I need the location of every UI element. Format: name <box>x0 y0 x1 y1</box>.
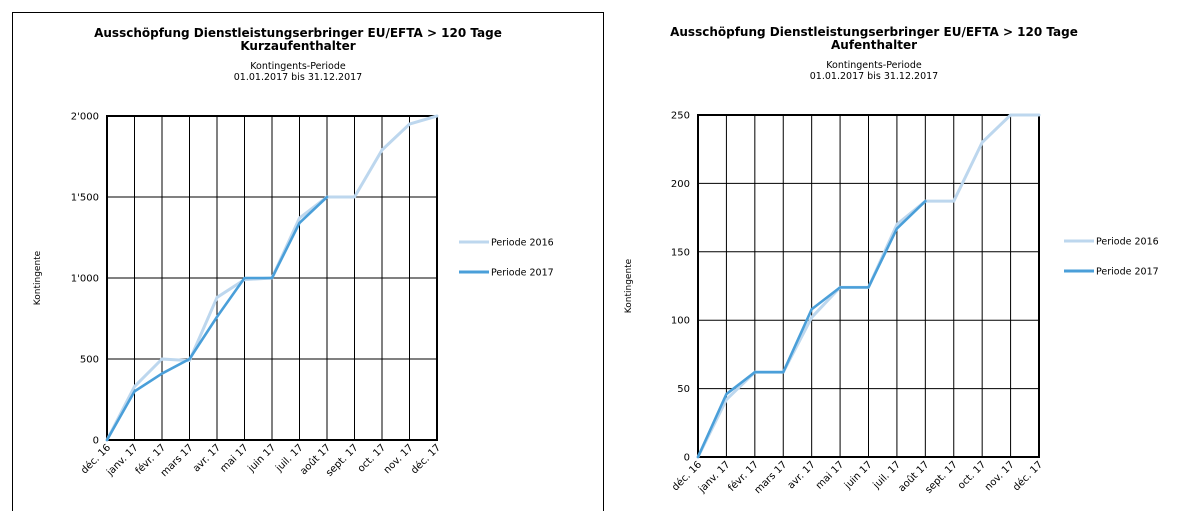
x-tick-label: nov. 17 <box>983 459 1017 493</box>
chart-subtitle-period: 01.01.2017 bis 31.12.2017 <box>810 71 938 82</box>
x-tick-label: mai 17 <box>218 442 250 474</box>
y-tick-label: 2'000 <box>71 112 99 123</box>
y-tick-label: 250 <box>671 111 690 122</box>
y-tick-label: 50 <box>677 384 690 395</box>
plot-area-border <box>106 115 438 441</box>
legend-label-periode-2016: Periode 2016 <box>491 238 554 249</box>
legend-label-periode-2016: Periode 2016 <box>1096 237 1159 248</box>
legend-label-periode-2017: Periode 2017 <box>491 268 554 279</box>
x-tick-label: déc. 17 <box>408 442 443 477</box>
legend-label-periode-2017: Periode 2017 <box>1096 267 1159 278</box>
x-tick-label: avr. 17 <box>786 459 818 491</box>
y-tick-label: 0 <box>93 436 99 447</box>
y-tick-label: 0 <box>684 453 690 464</box>
chart-subtitle-period: 01.01.2017 bis 31.12.2017 <box>234 72 362 83</box>
y-tick-label: 500 <box>80 355 99 366</box>
x-tick-label: mai 17 <box>814 459 846 491</box>
y-tick-label: 1'500 <box>71 193 99 204</box>
chart-panel-aufenthalter: Ausschöpfung Dienstleistungserbringer EU… <box>609 12 1184 511</box>
y-tick-label: 1'000 <box>71 274 99 285</box>
chart-subtitle: Kontingents-Periode <box>250 61 346 72</box>
x-tick-label: déc. 17 <box>1010 459 1045 494</box>
chart-subtitle: Kontingents-Periode <box>826 60 922 71</box>
plot-area-border <box>697 114 1040 458</box>
chart-title-line2: Kurzaufenthalter <box>240 39 355 53</box>
series-line-periode-2017 <box>696 199 927 459</box>
chart-aufenthalter: Ausschöpfung Dienstleistungserbringer EU… <box>624 25 1159 496</box>
y-axis-title: Kontingente <box>33 250 43 305</box>
chart-panel-kurzaufenthalter: Ausschöpfung Dienstleistungserbringer EU… <box>12 12 604 511</box>
x-tick-label: avr. 17 <box>191 442 223 474</box>
x-tick-label: juin 17 <box>842 459 875 492</box>
chart-title: Ausschöpfung Dienstleistungserbringer EU… <box>94 26 502 40</box>
y-axis-title: Kontingente <box>624 258 634 313</box>
series-line-periode-2017 <box>105 195 329 442</box>
chart-kurzaufenthalter: Ausschöpfung Dienstleistungserbringer EU… <box>33 26 554 479</box>
y-tick-label: 100 <box>671 316 690 327</box>
chart-title-line2: Aufenthalter <box>831 38 917 52</box>
chart-title: Ausschöpfung Dienstleistungserbringer EU… <box>670 25 1078 39</box>
y-tick-label: 150 <box>671 247 690 258</box>
x-tick-label: juin 17 <box>245 442 278 475</box>
y-tick-label: 200 <box>671 179 690 190</box>
